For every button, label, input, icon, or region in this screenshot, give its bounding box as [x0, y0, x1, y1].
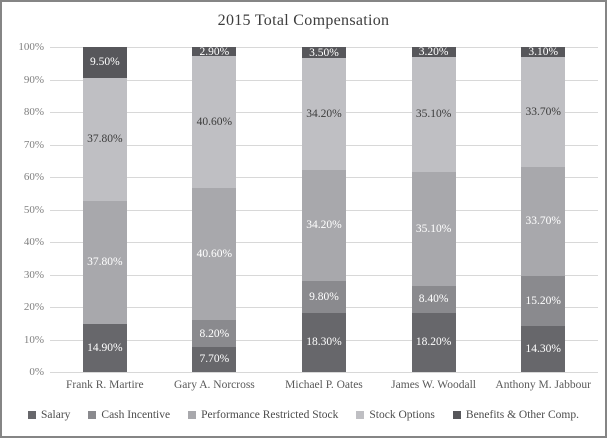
gridline: [50, 372, 598, 373]
y-axis-tick-label: 10%: [23, 333, 44, 346]
legend-swatch: [452, 411, 461, 419]
chart-title: 2015 Total Compensation: [217, 12, 390, 29]
y-axis-tick-label: 20%: [23, 301, 44, 313]
data-label: 40.60%: [196, 248, 233, 261]
bar-segment-stock-options: 33.70%: [521, 57, 566, 167]
legend-swatch: [356, 411, 365, 419]
bar-segment-stock-options: 40.60%: [192, 56, 237, 189]
data-label: 18.30%: [306, 336, 342, 349]
plot-area: 14.90% 37.80% 37.80% 9.50% 7.70% 8.20% 40.60% 4…: [50, 45, 598, 373]
bar-segment-performance-restricted-stock: 37.80%: [82, 200, 127, 324]
data-label: 33.70%: [525, 215, 561, 228]
data-label: 35.10%: [415, 108, 452, 121]
bar-segment-benefits-other-comp: 3.20%: [411, 46, 456, 59]
y-axis-tick-label: 70%: [23, 138, 44, 151]
data-label: 14.30%: [525, 342, 561, 355]
bar-segment-salary: 18.30%: [301, 312, 346, 372]
y-axis-tick-label: 100%: [18, 41, 44, 53]
data-label: 3.20%: [418, 46, 449, 59]
bar-slot: 18.30% 9.80% 34.20% 34.20% 3.50%: [269, 47, 379, 372]
y-axis-tick-label: 50%: [23, 203, 44, 216]
bar-segment-cash-incentive: 8.40%: [411, 285, 456, 313]
bar-segment-performance-restricted-stock: 40.60%: [192, 188, 237, 321]
bar-segment-performance-restricted-stock: 34.20%: [301, 169, 346, 281]
legend-swatch: [28, 411, 37, 419]
category-label: Frank R. Martire: [65, 379, 144, 391]
bar-segment-stock-options: 35.10%: [411, 57, 456, 172]
data-label: 2.90%: [199, 45, 230, 58]
bar-segment-salary: 7.70%: [192, 346, 237, 372]
stacked-bar: 7.70% 8.20% 40.60% 40.60% 2.90%: [192, 45, 237, 372]
data-label: 9.80%: [309, 290, 339, 303]
legend: Salary Cash Incentive Performance Restrict…: [2, 409, 605, 421]
data-label: 9.50%: [89, 56, 120, 69]
data-label: 8.20%: [199, 327, 230, 340]
data-label: 18.20%: [415, 336, 452, 349]
legend-label: Stock Options: [369, 409, 435, 421]
data-label: 3.10%: [528, 46, 559, 59]
bar-slot: 7.70% 8.20% 40.60% 40.60% 2.90%: [160, 45, 270, 372]
bar-segment-cash-incentive: 8.20%: [192, 320, 237, 347]
legend-label: Benefits & Other Comp.: [465, 409, 579, 421]
y-axis-tick-label: 90%: [23, 73, 44, 86]
data-label: 8.40%: [418, 293, 449, 306]
bar-segment-benefits-other-comp: 3.10%: [521, 46, 566, 59]
data-label: 37.80%: [87, 133, 123, 146]
category-label: Gary A. Norcross: [173, 379, 255, 391]
bar-segment-cash-incentive: 15.20%: [521, 276, 566, 326]
x-axis-labels: Frank R. Martire Gary A. Norcross Michael …: [50, 379, 598, 391]
bar-segment-salary: 18.20%: [411, 312, 456, 372]
bar-segment-benefits-other-comp: 2.90%: [192, 45, 237, 58]
bar-segment-cash-incentive: 9.80%: [301, 280, 346, 313]
stacked-bar: 14.30% 15.20% 33.70% 33.70% 3.10%: [521, 46, 566, 372]
data-label: 3.50%: [309, 46, 339, 59]
legend-item: Cash Incentive: [88, 409, 170, 421]
legend-item: Salary: [28, 409, 70, 421]
bar-segment-performance-restricted-stock: 33.70%: [521, 166, 566, 277]
stacked-bar: 18.20% 8.40% 35.10% 35.10% 3.20%: [411, 46, 456, 372]
legend-label: Cash Incentive: [101, 409, 171, 421]
data-label: 7.70%: [199, 353, 230, 366]
data-label: 34.20%: [306, 107, 342, 120]
bar-segment-salary: 14.30%: [521, 325, 566, 372]
data-label: 15.20%: [525, 294, 561, 307]
data-label: 34.20%: [306, 219, 342, 232]
stacked-bar: 14.90% 37.80% 37.80% 9.50%: [82, 47, 127, 372]
y-axis: 100% 90% 80% 70% 60% 50% 40% 30% 20% 10% 0%: [2, 41, 44, 378]
data-label: 35.10%: [415, 222, 452, 235]
y-axis-tick-label: 0%: [29, 366, 44, 378]
y-axis-tick-label: 30%: [23, 268, 44, 281]
y-axis-tick-label: 60%: [23, 171, 44, 183]
legend-item: Stock Options: [356, 409, 435, 421]
data-label: 37.80%: [87, 256, 123, 269]
bar-segment-performance-restricted-stock: 35.10%: [411, 171, 456, 286]
bar-slot: 18.20% 8.40% 35.10% 35.10% 3.20%: [379, 46, 489, 372]
data-label: 14.90%: [87, 341, 123, 354]
category-label: Michael P. Oates: [285, 379, 363, 391]
bar-segment-salary: 14.90%: [82, 323, 127, 372]
category-label: Anthony M. Jabbour: [495, 379, 591, 391]
legend-swatch: [88, 411, 97, 419]
bar-slot: 14.30% 15.20% 33.70% 33.70% 3.10%: [488, 46, 598, 372]
category-label: James W. Woodall: [391, 379, 476, 391]
y-axis-tick-label: 40%: [23, 236, 44, 248]
bar-segment-stock-options: 37.80%: [82, 77, 127, 201]
bar-segment-benefits-other-comp: 9.50%: [82, 47, 127, 78]
y-axis-tick-label: 80%: [23, 106, 44, 118]
data-label: 40.60%: [196, 116, 233, 129]
legend-label: Salary: [41, 409, 71, 421]
bar-segment-benefits-other-comp: 3.50%: [301, 46, 346, 59]
legend-item: Benefits & Other Comp.: [452, 409, 579, 421]
bars-row: 14.90% 37.80% 37.80% 9.50% 7.70% 8.20% 40.60% 4…: [50, 45, 598, 372]
stacked-bar: 18.30% 9.80% 34.20% 34.20% 3.50%: [301, 46, 346, 372]
data-label: 33.70%: [525, 105, 561, 118]
bar-slot: 14.90% 37.80% 37.80% 9.50%: [50, 47, 160, 372]
legend-label: Performance Restricted Stock: [201, 409, 339, 421]
legend-swatch: [188, 411, 197, 419]
bar-segment-stock-options: 34.20%: [301, 58, 346, 170]
legend-item: Performance Restricted Stock: [188, 409, 338, 421]
